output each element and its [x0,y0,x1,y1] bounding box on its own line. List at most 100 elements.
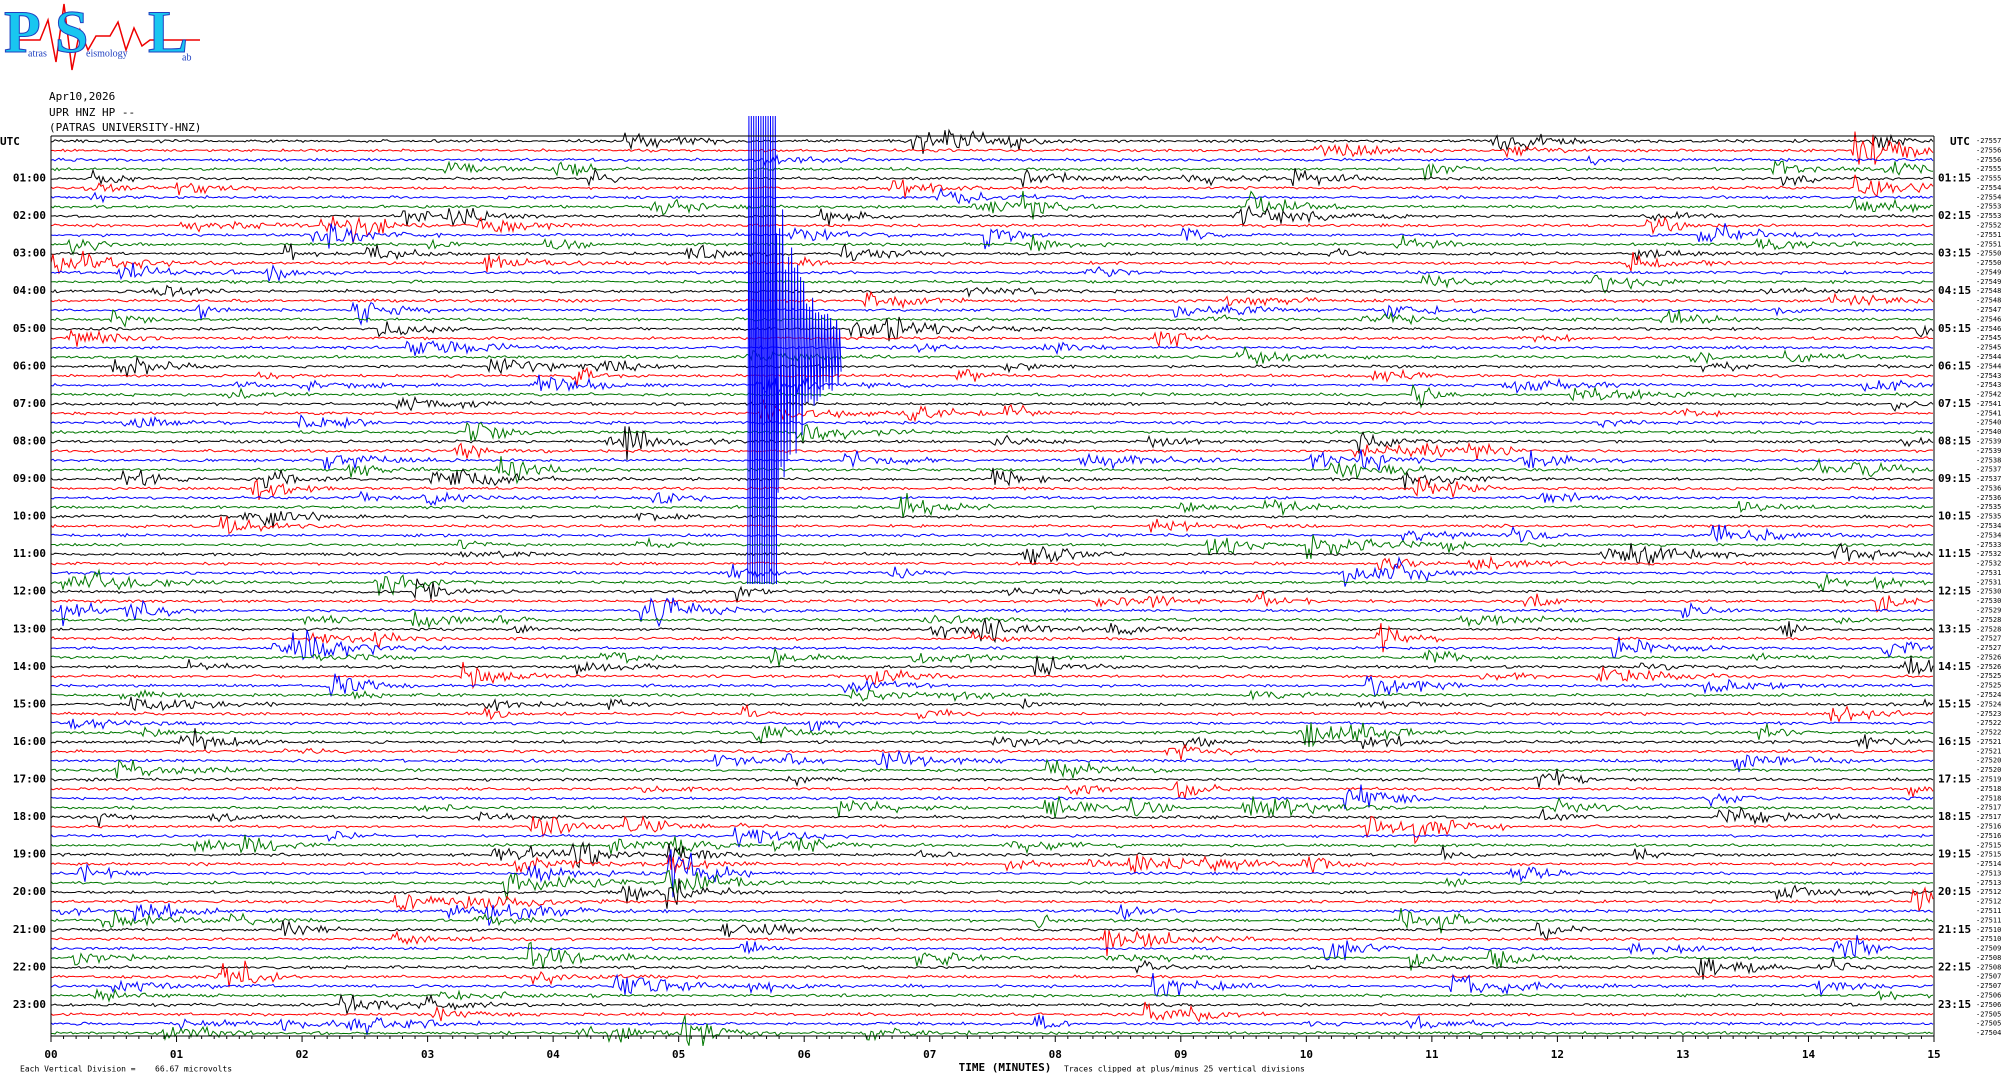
row-offset: -27542 [1976,391,2001,399]
hour-label: 07:15 [1938,397,1971,410]
right-axis-title: UTC [1950,135,1970,148]
trace [51,1015,1934,1046]
row-offset: -27512 [1976,898,2001,906]
trace [50,356,1934,378]
hour-label: 07:00 [13,397,46,410]
row-offset: -27555 [1976,165,2001,173]
trace [50,908,1934,934]
row-offset: -27505 [1976,1010,2001,1018]
trace [50,568,1934,596]
trace [50,903,1934,926]
trace [50,703,1934,724]
row-offset: -27552 [1976,222,2001,230]
hour-label: 22:00 [13,960,46,973]
row-offset: -27510 [1976,935,2001,943]
row-offset: -27504 [1976,1029,2001,1037]
trace [50,374,1934,397]
row-offset: -27521 [1976,738,2001,746]
x-tick-label: 00 [44,1048,57,1061]
trace [50,941,1934,971]
row-offset: -27553 [1976,203,2001,211]
trace [50,284,1934,298]
row-offset: -27546 [1976,315,2001,323]
hour-label: 12:00 [13,585,46,598]
row-offset: -27543 [1976,381,2001,389]
x-tick-label: 03 [421,1048,434,1061]
trace [51,204,1934,228]
row-offset: -27543 [1976,372,2001,380]
trace [50,973,1934,998]
hour-label: 01:00 [13,172,46,185]
x-tick-label: 07 [923,1048,936,1061]
row-offset: -27515 [1976,851,2001,859]
row-offset: -27511 [1976,916,2001,924]
trace [50,516,1934,535]
trace [50,190,1934,220]
trace [50,467,1934,489]
left-axis-title: UTC [0,135,20,148]
row-offset: -27517 [1976,813,2001,821]
row-offset: -27536 [1976,484,2001,492]
hour-label: 04:15 [1938,284,1971,297]
row-offset: -27530 [1976,597,2001,605]
x-tick-label: 08 [1049,1048,1062,1061]
trace [50,273,1934,294]
trace [50,655,1934,677]
trace [50,743,1934,760]
hour-label: 18:15 [1938,810,1971,823]
row-offset: -27513 [1976,869,2001,877]
hour-label: 17:00 [13,773,46,786]
row-offset: -27523 [1976,710,2001,718]
hour-label: 23:00 [13,998,46,1011]
row-offset: -27522 [1976,729,2001,737]
trace [50,929,1934,956]
trace [50,477,1934,501]
trace [50,216,1934,244]
trace [50,590,1934,613]
trace [50,618,1934,644]
trace [50,395,1934,412]
trace [50,187,1934,205]
trace [50,834,1933,856]
row-offset: -27544 [1976,362,2001,370]
row-offset: -27531 [1976,578,2001,586]
trace [50,784,1934,810]
trace [50,328,1934,348]
row-offset: -27526 [1976,663,2001,671]
trace [50,696,1934,712]
hour-label: 06:15 [1938,359,1971,372]
hour-label: 05:15 [1938,322,1971,335]
trace [50,290,1934,309]
hour-label: 03:15 [1938,247,1971,260]
trace [50,934,1934,961]
row-offset: -27540 [1976,419,2001,427]
event-trace [747,115,842,585]
row-offset: -27518 [1976,785,2001,793]
row-offset: -27528 [1976,616,2001,624]
trace [51,841,1934,869]
trace [50,426,1934,461]
row-offset: -27531 [1976,569,2001,577]
row-offset: -27509 [1976,945,2001,953]
row-offset: -27505 [1976,1020,2001,1028]
trace [50,340,1934,356]
logo-word: eismology [86,48,128,59]
trace [50,383,1934,409]
trace [50,728,1934,751]
row-offset: -27514 [1976,860,2001,868]
row-offset: -27526 [1976,653,2001,661]
row-offset: -27521 [1976,747,2001,755]
trace [50,556,1934,587]
hour-label: 06:00 [13,359,46,372]
trace [50,511,1934,529]
trace [50,250,1934,275]
logo-letter: S [55,0,88,65]
trace [50,345,1933,366]
row-offset: -27525 [1976,682,2001,690]
trace [50,854,1933,874]
hour-label: 11:00 [13,547,46,560]
hour-label: 14:00 [13,660,46,673]
row-offset: -27525 [1976,672,2001,680]
trace [50,223,1934,250]
row-offset: -27517 [1976,804,2001,812]
